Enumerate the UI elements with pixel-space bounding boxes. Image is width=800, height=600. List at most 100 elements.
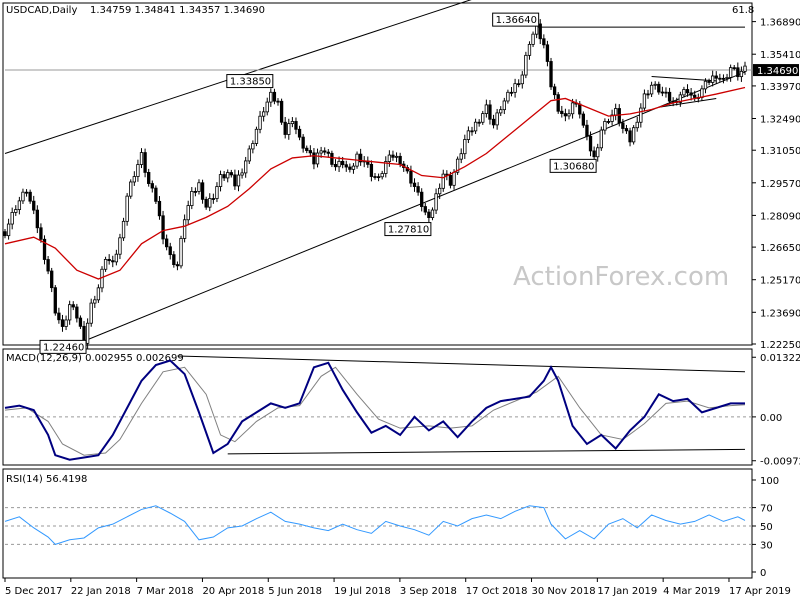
- rsi-tick-label: 100: [760, 476, 779, 487]
- candle-body: [46, 259, 50, 272]
- price-tick-label: 1.25170: [760, 276, 800, 287]
- candle-body: [420, 191, 424, 207]
- candle-body: [667, 91, 672, 102]
- candle-body: [21, 191, 25, 202]
- candle-body: [725, 77, 729, 79]
- candle-body: [728, 67, 733, 78]
- candle-body: [463, 139, 467, 155]
- candle-body: [308, 150, 312, 154]
- candle-body: [660, 91, 665, 94]
- candle-body: [387, 154, 392, 162]
- candle-body: [111, 260, 115, 263]
- rsi-line: [4, 505, 746, 545]
- price-annotation-box: [226, 74, 274, 89]
- x-tick-label: 17 Oct 2018: [466, 586, 528, 597]
- macd-line: [4, 359, 745, 461]
- candle-body: [351, 165, 356, 170]
- candle-body: [531, 33, 535, 45]
- candle-body: [635, 121, 639, 129]
- candle-body: [323, 150, 327, 153]
- triangle-lower-line: [658, 97, 717, 108]
- price-tick-label: 1.23690: [760, 308, 800, 319]
- rsi-tick-label: 30: [760, 540, 773, 551]
- candle-body: [39, 227, 43, 240]
- candle-body: [326, 151, 330, 154]
- candle-body: [258, 115, 262, 130]
- candle-body: [527, 43, 532, 56]
- price-annotation-label: 1.36640: [496, 15, 537, 26]
- rsi-tick-label: 0: [760, 568, 766, 579]
- candle-body: [251, 143, 255, 150]
- x-tick-label: 17 Apr 2019: [729, 586, 791, 597]
- price-tick-label: 1.29570: [760, 179, 800, 190]
- candle-body: [631, 127, 636, 143]
- candle-body: [154, 187, 158, 202]
- candle-body: [143, 152, 147, 173]
- candle-body: [276, 100, 280, 103]
- candle-body: [3, 231, 7, 237]
- candle-body: [743, 65, 747, 72]
- price-tick-label: 1.32490: [760, 115, 800, 126]
- candle-body: [391, 154, 395, 158]
- macd-tick-label: 0.013224: [760, 353, 800, 364]
- candle-body: [319, 150, 323, 154]
- candle-body: [376, 176, 381, 179]
- candle-body: [129, 181, 133, 197]
- candle-body: [502, 100, 506, 111]
- candle-body: [495, 112, 499, 126]
- candle-body: [384, 161, 388, 174]
- candle-body: [211, 198, 216, 200]
- x-tick-label: 5 Jun 2018: [268, 586, 322, 597]
- candle-body: [164, 238, 169, 248]
- candle-body: [68, 304, 72, 321]
- candle-body: [96, 287, 101, 301]
- candle-body: [312, 152, 316, 165]
- macd-panel: [2, 348, 753, 466]
- candle-body: [599, 129, 603, 149]
- last-price-label: 1.34690: [757, 66, 798, 77]
- candle-body: [412, 182, 417, 187]
- price-panel: [2, 2, 753, 346]
- macd-lines: [4, 355, 746, 461]
- candle-body: [75, 306, 79, 319]
- candle-body: [448, 174, 453, 186]
- candle-body: [348, 166, 352, 170]
- candle-body: [499, 109, 503, 114]
- price-tick-label: 1.31050: [760, 146, 800, 157]
- candle-body: [373, 176, 377, 178]
- candle-body: [208, 198, 212, 208]
- candle-body: [85, 322, 90, 344]
- price-y-axis: 1.36890 1.35410 1.33970 1.32490 1.31050 1.295…: [752, 18, 800, 351]
- candle-body: [481, 113, 485, 123]
- candle-body: [190, 190, 194, 206]
- rsi-tick-label: 70: [760, 504, 773, 515]
- candle-body: [434, 193, 438, 211]
- candle-body: [42, 238, 47, 260]
- x-tick-label: 7 Mar 2018: [137, 586, 194, 597]
- macd-y-axis: 0.013224 0.00 -0.009721: [752, 353, 800, 468]
- candle-body: [455, 158, 460, 173]
- candle-body: [488, 104, 492, 120]
- x-tick-label: 17 Jan 2019: [597, 586, 657, 597]
- candle-body: [380, 173, 384, 178]
- candle-body: [649, 84, 654, 95]
- candle-body: [215, 186, 219, 199]
- candle-body: [642, 93, 647, 109]
- candle-body: [337, 160, 341, 168]
- candle-body: [64, 319, 68, 327]
- candle-body: [103, 258, 108, 270]
- candle-body: [466, 130, 471, 140]
- candle-body: [556, 94, 560, 112]
- candle-body: [301, 136, 305, 149]
- candle-body: [265, 101, 269, 113]
- price-annotations: 1.22460 1.33850 1.27810 1.36640 1.30680: [39, 12, 597, 354]
- candle-body: [118, 237, 122, 255]
- macd-title: MACD(12,26,9) 0.002955 0.002699: [6, 353, 184, 364]
- candle-body: [398, 155, 402, 165]
- last-price-tag: [753, 64, 799, 77]
- candle-body: [430, 209, 435, 219]
- ohlc-readout: 1.34759 1.34841 1.34357 1.34690: [90, 5, 265, 16]
- price-tick-label: 1.33970: [760, 82, 800, 93]
- candle-body: [369, 163, 374, 177]
